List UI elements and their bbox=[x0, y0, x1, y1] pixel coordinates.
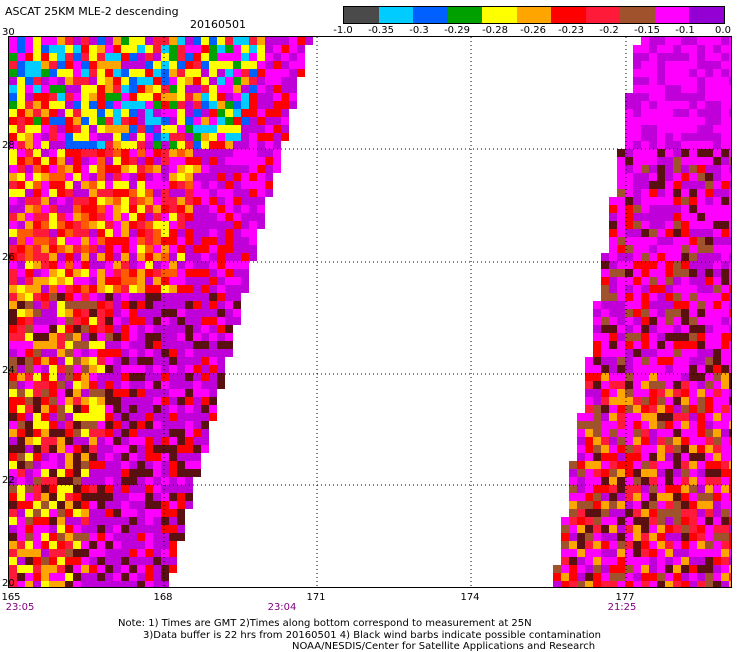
y-tick-30: 30 bbox=[2, 27, 15, 38]
colorbar-segment bbox=[620, 7, 655, 23]
y-tick-26: 26 bbox=[2, 252, 15, 263]
colorbar-segment bbox=[447, 7, 483, 23]
time-label-right: 21:25 bbox=[607, 602, 637, 613]
colorbar-label: -1.0 bbox=[333, 25, 353, 36]
colorbar-segment bbox=[482, 7, 517, 23]
colorbar-segment bbox=[344, 7, 379, 23]
colorbar-label: 0.0 bbox=[715, 25, 731, 36]
map-plot-area bbox=[8, 36, 732, 588]
x-tick-177: 177 bbox=[615, 592, 635, 603]
colorbar-label: -0.15 bbox=[634, 25, 660, 36]
colorbar-segment bbox=[654, 7, 690, 23]
note-line-3: NOAA/NESDIS/Center for Satellite Applica… bbox=[292, 641, 596, 652]
y-tick-20: 20 bbox=[2, 578, 15, 589]
time-label-middle: 23:04 bbox=[267, 602, 297, 613]
y-tick-24: 24 bbox=[2, 365, 15, 376]
x-tick-174: 174 bbox=[460, 592, 480, 603]
swath-map bbox=[9, 37, 731, 587]
colorbar-label: -0.1 bbox=[675, 25, 695, 36]
colorbar-segment bbox=[378, 7, 414, 23]
colorbar-labels: -1.0 -0.35 -0.3 -0.29 -0.28 -0.26 -0.23 -0.2 -0.… bbox=[330, 25, 731, 37]
colorbar-label: -0.35 bbox=[368, 25, 394, 36]
y-tick-22: 22 bbox=[2, 475, 15, 486]
x-tick-168: 168 bbox=[153, 592, 173, 603]
colorbar-label: -0.23 bbox=[558, 25, 584, 36]
y-tick-28: 28 bbox=[2, 140, 15, 151]
x-tick-171: 171 bbox=[306, 592, 326, 603]
colorbar-segment bbox=[689, 7, 725, 23]
colorbar-label: -0.28 bbox=[482, 25, 508, 36]
colorbar-segment bbox=[413, 7, 448, 23]
time-label-left: 23:05 bbox=[5, 602, 35, 613]
colorbar-segment bbox=[585, 7, 621, 23]
map-title: ASCAT 25KM MLE-2 descending bbox=[5, 5, 179, 18]
colorbar-label: -0.26 bbox=[520, 25, 546, 36]
colorbar bbox=[343, 6, 725, 24]
swath-cells bbox=[9, 37, 731, 587]
colorbar-segment bbox=[516, 7, 552, 23]
colorbar-segment bbox=[551, 7, 586, 23]
colorbar-label: -0.29 bbox=[444, 25, 470, 36]
colorbar-label: -0.3 bbox=[409, 25, 429, 36]
colorbar-label: -0.2 bbox=[599, 25, 619, 36]
note-line-2: 3)Data buffer is 22 hrs from 20160501 4)… bbox=[143, 630, 601, 641]
x-tick-165: 165 bbox=[1, 592, 21, 603]
note-line-1: Note: 1) Times are GMT 2)Times along bot… bbox=[118, 618, 532, 629]
map-date: 20160501 bbox=[190, 18, 246, 31]
